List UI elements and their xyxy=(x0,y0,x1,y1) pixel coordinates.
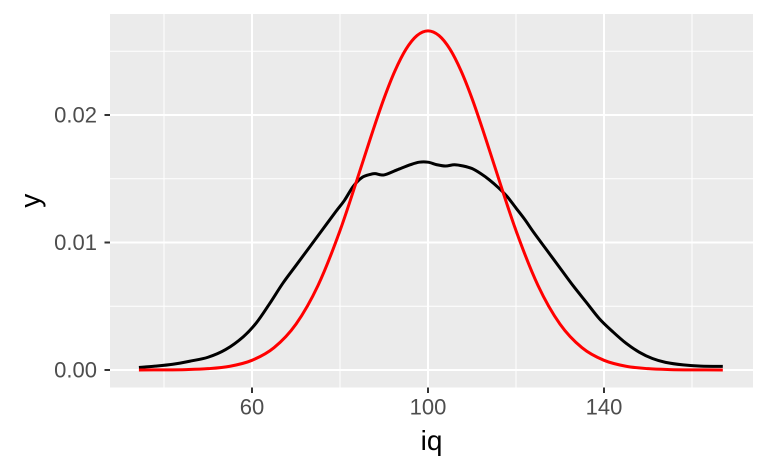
x-tick-label: 100 xyxy=(410,395,447,420)
x-tick-label: 140 xyxy=(586,395,623,420)
y-tick-label: 0.00 xyxy=(54,357,97,382)
series-curves xyxy=(138,29,723,372)
axis-ticks xyxy=(104,114,606,393)
plot-panel xyxy=(110,14,753,388)
x-tick-label: 60 xyxy=(240,395,264,420)
axis-tick-labels: 60 100 140 0.00 0.01 0.02 xyxy=(54,102,622,419)
y-axis-title: y xyxy=(15,194,46,208)
grid-minor xyxy=(110,14,753,388)
y-tick-label: 0.01 xyxy=(54,230,97,255)
y-tick-label: 0.02 xyxy=(54,102,97,127)
x-axis-title: iq xyxy=(421,425,443,456)
curve-normal-100-15-red xyxy=(138,29,723,372)
panel-background xyxy=(110,14,753,388)
curve-iq-density-black xyxy=(138,160,723,369)
